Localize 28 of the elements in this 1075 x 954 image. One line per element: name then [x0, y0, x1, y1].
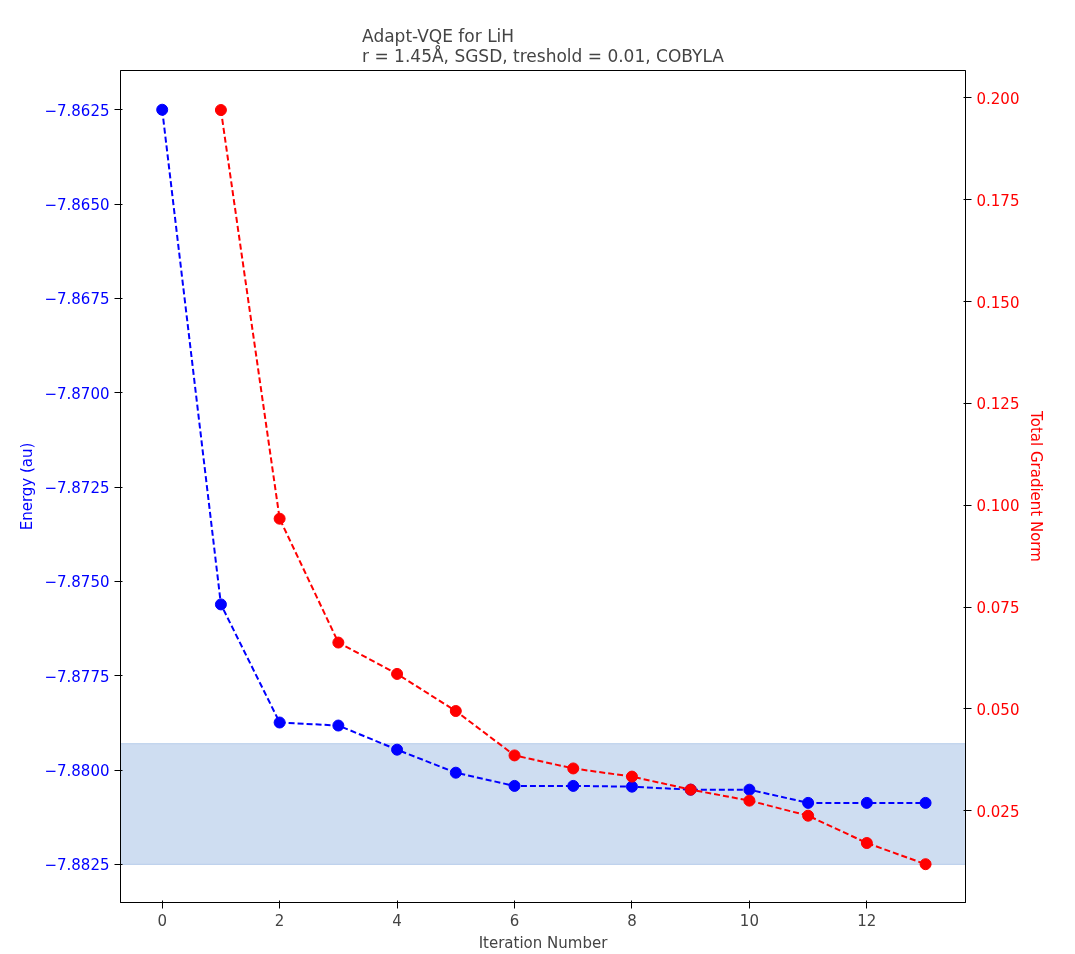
y-tick-label: −7.8825	[44, 856, 110, 875]
y-tick-label: −7.8750	[44, 573, 110, 592]
y2-tick-label: 0.075	[976, 599, 1020, 618]
y-tick-label: −7.8625	[44, 101, 110, 120]
y2-tick-label: 0.100	[976, 497, 1020, 516]
y-tick-label: −7.8650	[44, 196, 110, 215]
chart-title: Adapt-VQE for LiH r = 1.45Å, SGSD, treshold = 0.01, COBYLA	[362, 25, 725, 66]
y2-tick-label: 0.125	[976, 395, 1020, 414]
x-axis-title: Iteration Number	[478, 933, 609, 952]
x-tick-label: 10	[739, 911, 759, 930]
y2-tick-label: 0.150	[976, 293, 1020, 312]
y2-tick-label: 0.050	[976, 700, 1020, 719]
x-tick-label: 12	[857, 911, 877, 930]
y-tick-label: −7.8675	[44, 290, 110, 309]
y2-tick-label: 0.200	[976, 89, 1020, 108]
y2-axis-title: Total Gradient Norm	[1027, 410, 1046, 562]
x-tick-label: 8	[627, 911, 637, 930]
y-tick-label: −7.8775	[44, 667, 110, 686]
y-tick-label: −7.8800	[44, 762, 110, 781]
y-axis-title: Energy (au)	[18, 442, 37, 531]
y2-tick-label: 0.025	[976, 802, 1020, 821]
x-tick-label: 2	[274, 911, 285, 930]
x-tick-label: 4	[392, 911, 402, 930]
y-tick-label: −7.8700	[44, 384, 110, 403]
x-tick-label: 0	[157, 911, 167, 930]
y2-tick-label: 0.175	[976, 191, 1020, 210]
x-tick-label: 6	[509, 911, 520, 930]
y-tick-label: −7.8725	[44, 479, 110, 498]
